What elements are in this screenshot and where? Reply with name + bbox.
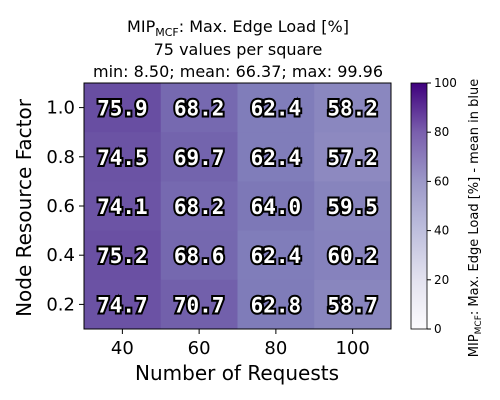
y-tick-label: 0.2 <box>46 294 75 315</box>
heatmap-cell-value: 74.5 <box>97 146 148 170</box>
colorbar-tick-label: 0 <box>434 322 442 336</box>
heatmap-cell <box>160 230 238 281</box>
heatmap-cell-value: 74.1 <box>97 195 148 219</box>
heatmap-cell <box>237 181 315 232</box>
heatmap-cell <box>160 132 238 182</box>
colorbar-tick-label: 60 <box>434 174 449 188</box>
heatmap-cell-value: 62.4 <box>251 146 302 170</box>
colorbar-label: MIPMCF: Max. Edge Load [%] - mean in blu… <box>467 79 484 357</box>
heatmap-cell <box>160 279 238 330</box>
heatmap-cell <box>84 230 162 281</box>
x-tick-label: 80 <box>264 338 287 359</box>
heatmap-cell-value: 62.8 <box>251 293 302 317</box>
heatmap-cell <box>237 279 315 330</box>
heatmap-cells <box>84 83 392 330</box>
heatmap-cell <box>314 279 392 330</box>
heatmap-cell <box>314 230 392 281</box>
heatmap-cell-value: 62.4 <box>251 244 302 268</box>
y-axis-ticks: 1.0 0.8 0.6 0.4 0.2 <box>46 98 84 315</box>
heatmap-cell-value: 68.2 <box>174 195 225 219</box>
colorbar-tick-label: 40 <box>434 224 449 238</box>
heatmap-cell-value: 64.0 <box>251 195 302 219</box>
heatmap-cell <box>237 83 315 133</box>
x-tick-label: 60 <box>188 338 211 359</box>
chart-title-line-3: min: 8.50; mean: 66.37; max: 99.96 <box>93 62 383 81</box>
heatmap-cell <box>237 230 315 281</box>
colorbar-tick-label: 80 <box>434 125 449 139</box>
heatmap-cell <box>84 181 162 232</box>
colorbar <box>410 82 428 330</box>
heatmap-cell-value: 75.9 <box>97 97 148 121</box>
heatmap-cell <box>84 83 162 133</box>
y-tick-label: 0.8 <box>46 147 75 168</box>
y-tick-label: 1.0 <box>46 98 75 119</box>
colorbar-ticks: 0 20 40 60 80 100 <box>427 76 457 336</box>
chart-title-line-2: 75 values per square <box>154 40 323 59</box>
heatmap-cell-value: 69.7 <box>174 146 225 170</box>
y-axis-label: Node Resource Factor <box>12 98 36 317</box>
heatmap-cell-labels: 75.9 68.2 62.4 58.2 74.5 69.7 62.4 57.2 74.1 68.2… <box>95 95 380 320</box>
colorbar-tick-label: 20 <box>434 273 449 287</box>
heatmap-cell <box>237 132 315 182</box>
heatmap-cell <box>84 132 162 182</box>
heatmap-cell-value: 58.2 <box>327 97 378 121</box>
heatmap-cell-value: 58.7 <box>327 293 378 317</box>
heatmap-cell <box>314 132 392 182</box>
heatmap-cell <box>84 279 162 330</box>
chart-title-line-1: MIPMCF: Max. Edge Load [%] <box>127 17 349 39</box>
heatmap-cell-value: 68.6 <box>174 244 225 268</box>
heatmap-cell-value: 60.2 <box>327 244 378 268</box>
x-axis-ticks: 40 60 80 100 <box>111 329 370 359</box>
y-tick-label: 0.4 <box>46 245 75 266</box>
heatmap-cell-value: 57.2 <box>327 146 378 170</box>
heatmap-cell <box>314 181 392 232</box>
heatmap-cell-value: 62.4 <box>251 97 302 121</box>
heatmap-cell <box>160 83 238 133</box>
heatmap-cell-value: 59.5 <box>327 195 378 219</box>
x-tick-label: 100 <box>335 338 369 359</box>
heatmap-cell-value: 74.7 <box>97 293 148 317</box>
x-tick-label: 40 <box>111 338 134 359</box>
colorbar-tick-label: 100 <box>434 76 457 90</box>
heatmap-cell-value: 68.2 <box>174 97 225 121</box>
heatmap-cell-value: 75.2 <box>97 244 148 268</box>
heatmap-cell-value: 70.7 <box>174 293 225 317</box>
heatmap-cell <box>314 83 392 133</box>
heatmap-cell <box>160 181 238 232</box>
y-tick-label: 0.6 <box>46 196 75 217</box>
x-axis-label: Number of Requests <box>135 361 339 385</box>
